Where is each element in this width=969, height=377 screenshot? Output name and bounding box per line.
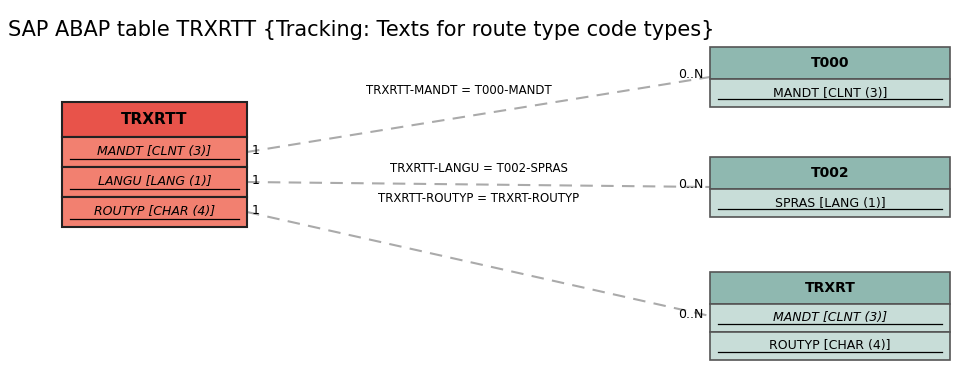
FancyBboxPatch shape: [710, 157, 950, 189]
Text: TRXRTT-ROUTYP = TRXRT-ROUTYP: TRXRTT-ROUTYP = TRXRT-ROUTYP: [378, 193, 579, 205]
Text: ROUTYP [CHAR (4)]: ROUTYP [CHAR (4)]: [769, 340, 891, 352]
Text: 0..N: 0..N: [678, 308, 704, 320]
Text: 1: 1: [252, 173, 260, 187]
Text: MANDT [CLNT (3)]: MANDT [CLNT (3)]: [773, 86, 888, 100]
Text: TRXRTT-LANGU = T002-SPRAS: TRXRTT-LANGU = T002-SPRAS: [390, 161, 568, 175]
Text: 0..N: 0..N: [678, 178, 704, 192]
Text: ROUTYP [CHAR (4)]: ROUTYP [CHAR (4)]: [94, 205, 215, 219]
Text: 1: 1: [252, 144, 260, 156]
FancyBboxPatch shape: [710, 189, 950, 217]
Text: TRXRTT-MANDT = T000-MANDT: TRXRTT-MANDT = T000-MANDT: [365, 83, 551, 97]
Text: MANDT [CLNT (3)]: MANDT [CLNT (3)]: [773, 311, 887, 325]
FancyBboxPatch shape: [62, 137, 247, 167]
Text: TRXRT: TRXRT: [804, 281, 856, 295]
FancyBboxPatch shape: [62, 102, 247, 137]
FancyBboxPatch shape: [710, 332, 950, 360]
Text: 0..N: 0..N: [678, 69, 704, 81]
Text: TRXRTT: TRXRTT: [121, 112, 188, 127]
FancyBboxPatch shape: [710, 272, 950, 304]
Text: SPRAS [LANG (1)]: SPRAS [LANG (1)]: [774, 196, 886, 210]
FancyBboxPatch shape: [62, 167, 247, 197]
Text: LANGU [LANG (1)]: LANGU [LANG (1)]: [98, 176, 211, 188]
FancyBboxPatch shape: [710, 47, 950, 79]
Text: 1: 1: [252, 204, 260, 216]
Text: T000: T000: [811, 56, 849, 70]
FancyBboxPatch shape: [62, 197, 247, 227]
Text: SAP ABAP table TRXRTT {Tracking: Texts for route type code types}: SAP ABAP table TRXRTT {Tracking: Texts f…: [8, 20, 714, 40]
FancyBboxPatch shape: [710, 304, 950, 332]
Text: T002: T002: [811, 166, 849, 180]
FancyBboxPatch shape: [710, 79, 950, 107]
Text: MANDT [CLNT (3)]: MANDT [CLNT (3)]: [98, 146, 211, 158]
